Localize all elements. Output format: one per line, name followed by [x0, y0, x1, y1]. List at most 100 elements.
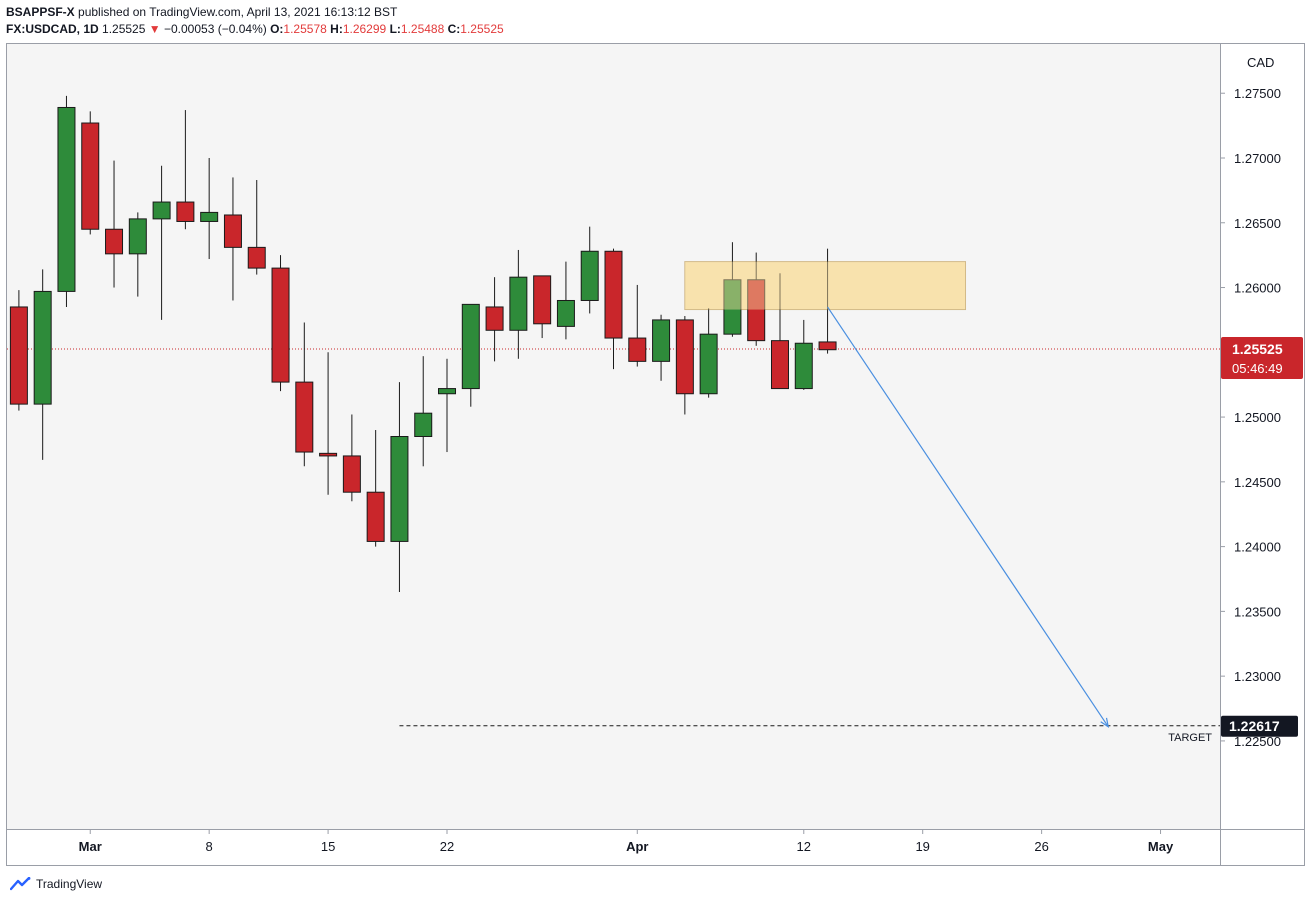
candle: [390, 382, 409, 592]
candle: [366, 430, 385, 547]
x-tick-label: 8: [206, 839, 213, 854]
candle: [438, 358, 457, 453]
candle: [295, 322, 314, 467]
x-tick-label: Apr: [626, 839, 648, 854]
price-chart[interactable]: 1.275001.270001.265001.260001.255001.250…: [7, 44, 1304, 865]
resistance-zone-overlay: [684, 261, 966, 310]
candle: [556, 261, 575, 340]
candle: [628, 284, 647, 367]
last-price: 1.25525: [102, 22, 146, 36]
y-tick-label: 1.23000: [1234, 669, 1281, 684]
currency-label: CAD: [1247, 55, 1274, 70]
candle-body: [57, 106, 76, 292]
candle: [794, 319, 813, 390]
countdown-label: 05:46:49: [1232, 361, 1283, 376]
current-price-label: 1.25525: [1232, 341, 1283, 357]
candle-body: [628, 337, 647, 362]
candle-body: [366, 491, 385, 542]
candle-body: [818, 341, 837, 351]
candle-body: [438, 388, 457, 395]
candle: [200, 157, 219, 260]
candle-body: [33, 290, 52, 405]
symbol-line: FX:USDCAD, 1D 1.25525 ▼ −0.00053 (−0.04%…: [6, 22, 504, 36]
candle: [699, 308, 718, 398]
candle: [319, 352, 338, 495]
candle: [818, 248, 837, 354]
candle-body: [9, 306, 28, 405]
x-tick-label: May: [1148, 839, 1174, 854]
candle-body: [509, 276, 528, 331]
y-tick-label: 1.22500: [1234, 734, 1281, 749]
high-label: H:: [330, 22, 343, 36]
projection-arrow: [827, 306, 1109, 727]
plot-background: [7, 44, 1220, 829]
y-tick-label: 1.27500: [1234, 86, 1281, 101]
candle: [509, 249, 528, 359]
candle-body: [271, 267, 290, 383]
candle-body: [770, 340, 789, 390]
target-price-badge: [1221, 715, 1298, 737]
candle: [81, 111, 100, 235]
candle-body: [485, 306, 504, 331]
x-tick-label: 26: [1034, 839, 1048, 854]
y-tick-label: 1.23500: [1234, 604, 1281, 619]
y-tick-label: 1.27000: [1234, 151, 1281, 166]
publisher-details: published on TradingView.com, April 13, …: [74, 5, 398, 19]
candle: [342, 414, 361, 502]
candle-body: [390, 436, 409, 542]
symbol-label[interactable]: FX:USDCAD, 1D: [6, 22, 99, 36]
x-tick-label: 22: [440, 839, 454, 854]
candle-body: [81, 122, 100, 230]
publisher-line: BSAPPSF-X published on TradingView.com, …: [6, 5, 397, 19]
candle-body: [247, 246, 266, 269]
x-tick-label: 19: [915, 839, 929, 854]
close-label: C:: [447, 22, 461, 36]
y-tick-label: 1.26000: [1234, 281, 1281, 296]
candle-body: [675, 319, 694, 395]
price-change: −0.00053 (−0.04%): [163, 22, 267, 36]
candle-body: [556, 299, 575, 327]
tradingview-logo-icon[interactable]: [10, 877, 32, 891]
candle: [414, 356, 433, 467]
y-tick-label: 1.24000: [1234, 540, 1281, 555]
candle-body: [152, 201, 171, 220]
candle-body: [319, 452, 338, 457]
candle: [128, 212, 147, 297]
candle: [533, 275, 552, 339]
y-tick-label: 1.24500: [1234, 475, 1281, 490]
candle-body: [580, 250, 599, 301]
target-text: TARGET: [1168, 732, 1212, 744]
candle-body: [723, 279, 742, 335]
x-tick-label: 12: [797, 839, 811, 854]
candle-body: [295, 381, 314, 453]
footer: TradingView: [10, 877, 102, 891]
candle: [247, 180, 266, 275]
low-value: 1.25488: [400, 22, 445, 36]
close-value: 1.25525: [460, 22, 504, 36]
x-tick-label: 15: [321, 839, 335, 854]
candle-body: [747, 279, 766, 342]
candle: [152, 165, 171, 320]
chart-frame[interactable]: 1.275001.270001.265001.260001.255001.250…: [6, 43, 1305, 866]
candle: [675, 316, 694, 415]
candle-body: [105, 228, 124, 255]
publisher-user[interactable]: BSAPPSF-X: [6, 5, 75, 19]
candle: [747, 252, 766, 346]
footer-brand[interactable]: TradingView: [36, 877, 103, 891]
high-value: 1.26299: [342, 22, 387, 36]
candle: [33, 269, 52, 460]
candle-body: [342, 455, 361, 493]
candle-body: [128, 218, 147, 255]
candle-body: [223, 214, 242, 248]
candle: [105, 160, 124, 288]
candle: [723, 242, 742, 337]
candle-body: [414, 412, 433, 437]
candle: [271, 255, 290, 392]
down-triangle-icon: ▼: [148, 22, 161, 36]
candle: [580, 226, 599, 314]
target-price-label: 1.22617: [1229, 718, 1280, 734]
open-value: 1.25578: [283, 22, 327, 36]
candle-body: [604, 250, 623, 339]
candle: [176, 110, 195, 230]
candle: [652, 314, 671, 381]
